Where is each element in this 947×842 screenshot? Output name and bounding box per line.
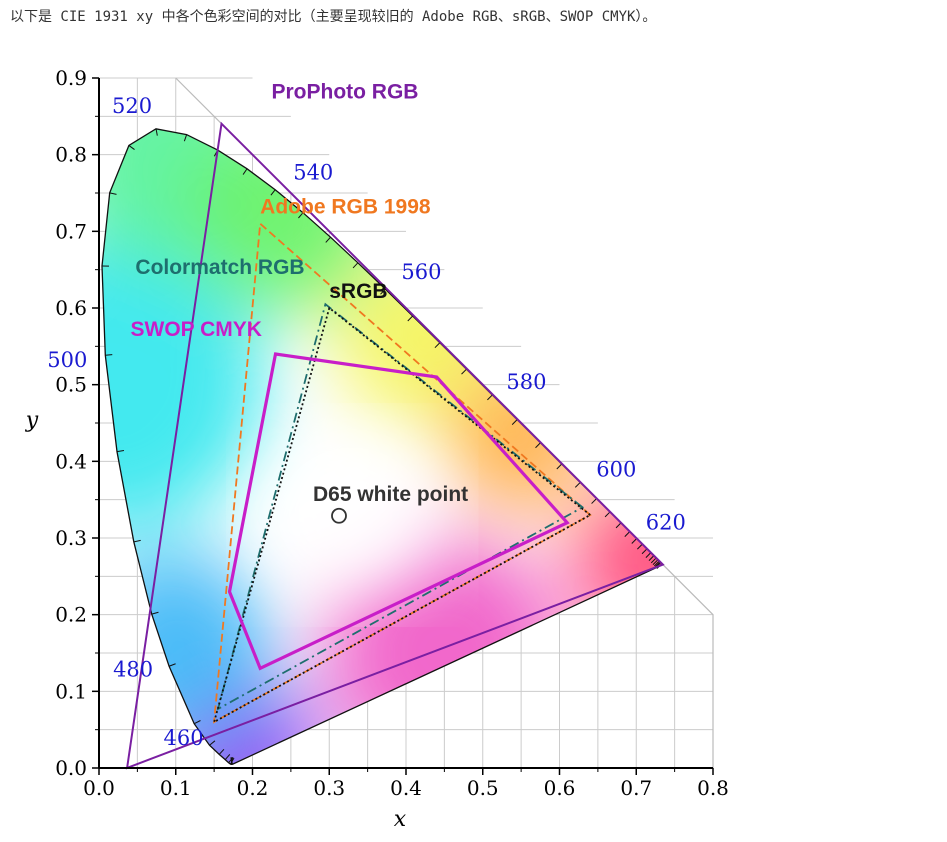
wavelength-label: 560 [401,260,441,284]
axes [92,77,714,775]
wavelength-label: 600 [596,457,636,481]
wavelength-tick [218,748,225,755]
wavelength-tick [155,128,158,136]
wavelength-label: 520 [112,94,152,118]
wavelength-tick [133,539,141,543]
series-label-colormatch-rgb: Colormatch RGB [135,256,304,279]
wavelength-tick [591,498,597,504]
series-label-adobe-rgb-1998: Adobe RGB 1998 [260,196,431,219]
wavelength-tick [116,450,125,453]
wavelength-tick [128,145,135,150]
color-blob [102,234,265,535]
wavelength-tick [487,394,493,401]
x-tick-label: 0.6 [544,776,576,800]
spectral-locus-fill [102,128,663,765]
x-tick-label: 0.2 [237,776,269,800]
wavelength-tick [434,342,441,349]
wavelength-tick [653,560,660,567]
wavelength-tick [270,189,276,196]
wavelength-tick [194,720,201,725]
y-tick-label: 0.1 [55,679,87,703]
y-tick-label: 0.8 [55,143,87,167]
wavelength-tick [209,740,216,746]
wavelength-tick [648,555,655,561]
y-tick-label: 0.9 [55,66,87,90]
gamut-srgb [212,306,592,724]
wavelength-label: 500 [47,348,87,372]
series-label-prophoto-rgb: ProPhoto RGB [271,81,418,104]
wavelength-tick [556,463,563,470]
d65-label: D65 white point [313,483,468,506]
wavelength-tick [535,442,541,449]
gamut-swop-cmyk [227,352,570,671]
page-caption: 以下是 CIE 1931 xy 中各个色彩空间的对比（主要呈现较旧的 Adobe… [10,9,657,25]
wavelength-label: 620 [646,511,686,535]
series-label-srgb: sRGB [329,280,387,303]
wavelength-tick [151,611,159,615]
wavelength-tick [631,538,638,544]
x-tick-label: 0.3 [313,776,345,800]
wavelength-tick [652,559,659,566]
wavelength-tick [224,754,231,760]
wavelength-tick [168,663,176,667]
wavelength-tick [574,482,581,488]
wavelength-tick [650,557,657,564]
wavelength-tick [228,756,234,764]
white-center [262,435,443,595]
d65-marker [331,507,347,524]
x-tick-label: 0.0 [83,776,115,800]
wavelength-label: 580 [506,370,546,394]
y-tick-label: 0.5 [55,373,87,397]
wavelength-tick [637,543,643,550]
x-tick-label: 0.8 [697,776,729,800]
gamut-colormatch-rgb [216,302,585,711]
y-tick-label: 0.3 [55,526,87,550]
chart-labels: 460 480 500 520 540 560 580 600 620 ProPhoto RGB A… [25,66,729,832]
wavelength-tick [183,134,188,142]
gamut-prophoto-rgb [125,121,665,770]
wavelength-tick [230,757,235,765]
y-tick-label: 0.0 [55,756,87,780]
wavelength-tick [380,288,386,295]
x-tick-label: 0.7 [620,776,652,800]
wavelength-tick [511,419,518,425]
wavelength-tick [604,511,611,518]
wavelength-tick [352,262,359,269]
wavelength-tick [407,315,414,322]
wavelength-label: 480 [113,657,153,681]
wavelength-tick [624,531,631,537]
series-label-swop-cmyk: SWOP CMYK [131,318,262,341]
y-tick-label: 0.2 [55,603,87,627]
wavelength-tick [242,168,248,175]
y-tick-label: 0.7 [55,219,87,243]
x-tick-label: 0.4 [390,776,422,800]
wavelength-label: 460 [164,726,204,750]
color-blob [571,481,663,641]
y-tick-label: 0.4 [55,449,87,473]
x-tick-label: 0.5 [467,776,499,800]
gamut-series [125,121,665,770]
wavelength-tick [105,354,113,356]
wavelength-ticks [101,128,663,765]
wavelength-tick [325,236,331,243]
x-tick-label: 0.1 [160,776,192,800]
wavelength-label: 540 [293,161,333,185]
wavelength-tick [109,192,117,195]
y-tick-label: 0.6 [55,296,87,320]
wavelength-tick [298,212,304,219]
wavelength-tick [645,552,652,558]
wavelength-tick [641,548,648,555]
x-axis-title: x [394,807,407,832]
wavelength-tick [615,522,622,529]
wavelength-tick [461,368,467,375]
wavelength-tick [654,561,661,568]
y-axis-title: y [25,408,39,433]
